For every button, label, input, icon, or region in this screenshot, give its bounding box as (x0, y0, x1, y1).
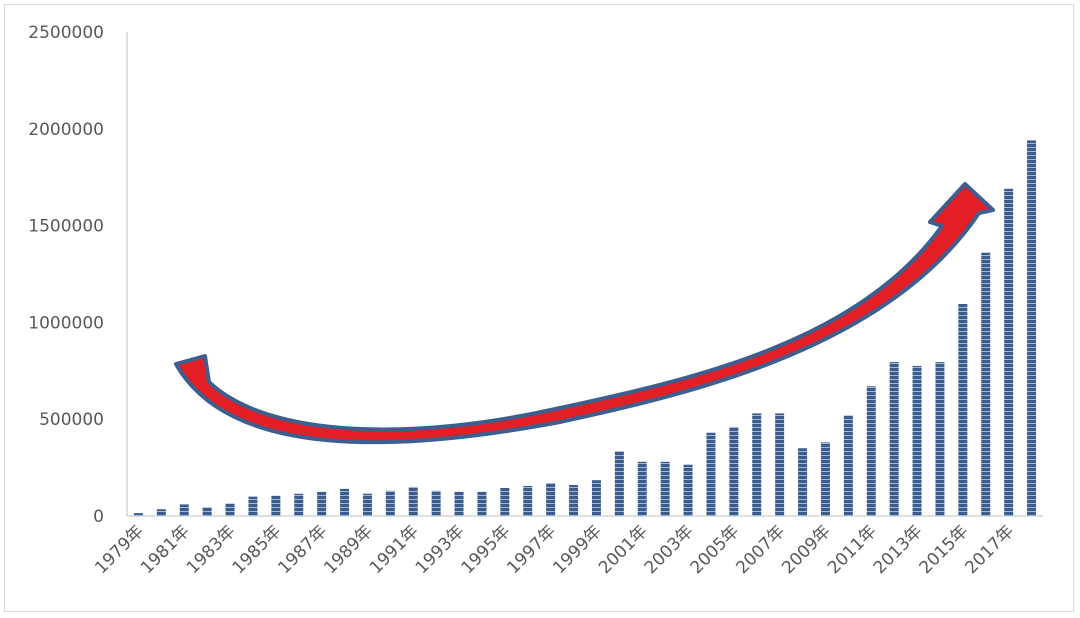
bar-1979年 (133, 513, 143, 516)
bar-2003年 (683, 464, 693, 516)
x-tick-label: 1987年 (274, 521, 331, 578)
y-tick-label: 2500000 (28, 23, 104, 43)
bar-2018年 (1027, 140, 1037, 516)
y-tick-label: 2000000 (28, 120, 104, 140)
x-tick-label: 1989年 (320, 521, 377, 578)
x-tick-label: 1997年 (503, 521, 560, 578)
bar-1981年 (179, 504, 189, 516)
x-tick-label: 2007年 (732, 521, 789, 578)
bar-1996年 (523, 485, 533, 516)
bar-1982年 (202, 507, 212, 516)
y-tick-label: 0 (93, 507, 104, 527)
x-tick-label: 1983年 (183, 521, 240, 578)
bar-1986年 (294, 493, 304, 516)
x-tick-label: 2017年 (961, 521, 1018, 578)
y-tick-label: 1000000 (28, 313, 104, 333)
y-tick-label: 1500000 (28, 217, 104, 237)
x-tick-label: 1995年 (458, 521, 515, 578)
trend-arrow (174, 182, 995, 445)
bar-2000年 (614, 451, 624, 516)
bar-2012年 (889, 362, 899, 516)
bar-series (133, 140, 1037, 517)
bar-1990年 (385, 490, 395, 516)
bar-2014年 (935, 362, 945, 516)
bar-1999年 (591, 480, 601, 516)
x-tick-label: 1979年 (91, 521, 148, 578)
bar-2016年 (981, 252, 991, 517)
bar-2010年 (843, 415, 853, 516)
bar-1992年 (431, 490, 441, 516)
bar-2017年 (1004, 188, 1014, 517)
bar-1984年 (248, 496, 258, 516)
bar-1989年 (362, 493, 372, 516)
bar-2015年 (958, 304, 968, 516)
bar-1988年 (340, 488, 350, 516)
y-axis-tick-labels: 0 500000 1000000 1500000 2000000 2500000 (28, 23, 104, 527)
bar-1994年 (477, 491, 487, 516)
y-tick-label: 500000 (39, 410, 104, 430)
x-tick-label: 1999年 (549, 521, 606, 578)
x-tick-label: 2013年 (870, 521, 927, 578)
x-tick-label: 2003年 (641, 521, 698, 578)
bar-2009年 (820, 442, 830, 516)
bar-2007年 (775, 413, 785, 516)
x-tick-label: 1981年 (137, 521, 194, 578)
x-tick-label: 2001年 (595, 521, 652, 578)
x-tick-label: 1993年 (412, 521, 469, 578)
bar-1987年 (317, 491, 327, 516)
x-tick-label: 2005年 (687, 521, 744, 578)
bar-1980年 (156, 509, 166, 516)
bar-2011年 (866, 386, 876, 516)
bar-1991年 (408, 486, 418, 516)
bar-1993年 (454, 491, 464, 516)
bar-1997年 (546, 483, 556, 516)
x-axis-tick-labels: 1979年1981年1983年1985年1987年1989年1991年1993年… (91, 521, 1018, 578)
bar-2002年 (660, 461, 670, 516)
bar-1995年 (500, 487, 510, 516)
bar-1985年 (271, 495, 281, 516)
bar-2008年 (798, 448, 808, 516)
bar-1998年 (569, 485, 579, 516)
bar-2006年 (752, 413, 762, 516)
bar-2005年 (729, 426, 739, 516)
bar-1983年 (225, 503, 235, 516)
x-tick-label: 2015年 (916, 521, 973, 578)
x-tick-label: 2009年 (778, 521, 835, 578)
bar-2001年 (637, 461, 647, 516)
bar-2004年 (706, 432, 716, 516)
x-tick-label: 1991年 (366, 521, 423, 578)
bar-2013年 (912, 365, 922, 516)
x-tick-label: 2011年 (824, 521, 881, 578)
x-tick-label: 1985年 (229, 521, 286, 578)
